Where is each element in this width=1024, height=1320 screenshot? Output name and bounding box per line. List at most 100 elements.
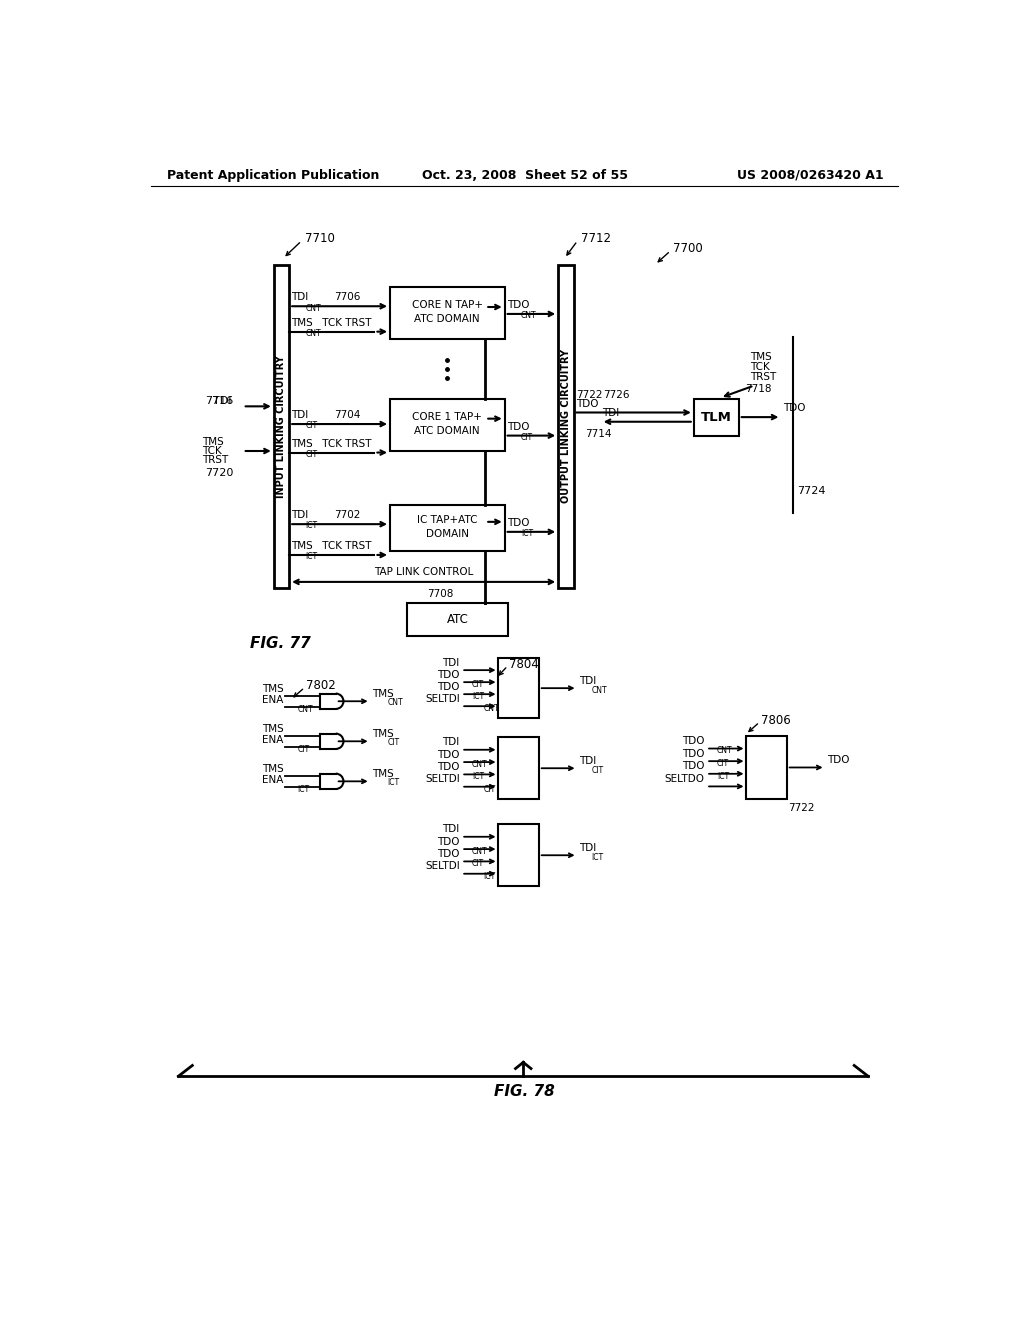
Text: TMS: TMS <box>262 725 284 734</box>
Text: CNT: CNT <box>472 760 487 768</box>
Text: TMS: TMS <box>751 352 772 362</box>
Bar <box>390 286 505 339</box>
Text: IC TAP+ATC: IC TAP+ATC <box>417 515 477 525</box>
Text: CIT: CIT <box>472 859 484 869</box>
Text: TMS: TMS <box>202 437 223 446</box>
Bar <box>499 659 539 718</box>
Text: FIG. 77: FIG. 77 <box>251 636 311 651</box>
Text: CIT: CIT <box>472 680 484 689</box>
Text: CIT: CIT <box>483 784 496 793</box>
Text: CNT: CNT <box>483 704 500 713</box>
Text: CNT: CNT <box>717 746 732 755</box>
Text: ICT: ICT <box>305 521 317 531</box>
Text: INPUT LINKING CIRCUITRY: INPUT LINKING CIRCUITRY <box>276 355 287 498</box>
Text: ENA: ENA <box>262 735 284 744</box>
Bar <box>407 603 508 636</box>
Text: 7806: 7806 <box>761 714 791 727</box>
Text: ICT: ICT <box>388 779 399 787</box>
Text: TDI: TDI <box>292 411 309 420</box>
Text: 7802: 7802 <box>306 680 336 693</box>
Text: TDI: TDI <box>442 738 460 747</box>
Text: TDI: TDI <box>292 511 309 520</box>
Text: CIT: CIT <box>592 766 603 775</box>
Text: 7714: 7714 <box>586 429 611 440</box>
Text: SELTDI: SELTDI <box>425 775 460 784</box>
Text: Patent Application Publication: Patent Application Publication <box>167 169 379 182</box>
Text: 7710: 7710 <box>305 232 335 246</box>
Text: TDI: TDI <box>579 756 596 766</box>
Text: ICT: ICT <box>521 529 534 537</box>
Text: CNT: CNT <box>592 686 607 694</box>
Text: CNT: CNT <box>472 847 487 855</box>
Text: TCK TRST: TCK TRST <box>318 541 371 552</box>
Text: SELTDI: SELTDI <box>425 862 460 871</box>
Text: ENA: ENA <box>262 775 284 785</box>
Text: CNT: CNT <box>305 304 322 313</box>
Bar <box>390 399 505 451</box>
Text: TDI: TDI <box>442 825 460 834</box>
Text: TRST: TRST <box>202 455 228 465</box>
Text: ICT: ICT <box>592 853 603 862</box>
Text: US 2008/0263420 A1: US 2008/0263420 A1 <box>737 169 884 182</box>
Text: ICT: ICT <box>717 772 729 780</box>
Text: ICT: ICT <box>305 552 317 561</box>
Text: ATC: ATC <box>446 612 468 626</box>
Text: ICT: ICT <box>483 871 496 880</box>
Text: 7722: 7722 <box>788 804 815 813</box>
Text: OUTPUT LINKING CIRCUITRY: OUTPUT LINKING CIRCUITRY <box>561 350 570 503</box>
Text: TDI: TDI <box>602 408 620 418</box>
Text: TDO: TDO <box>507 422 529 432</box>
Text: TMS: TMS <box>292 318 313 327</box>
Text: CNT: CNT <box>388 698 403 708</box>
Text: 7716: 7716 <box>206 396 233 407</box>
Text: 7712: 7712 <box>581 232 610 246</box>
Text: TMS: TMS <box>292 438 313 449</box>
Text: TDI: TDI <box>442 657 460 668</box>
Text: ATC DOMAIN: ATC DOMAIN <box>415 426 480 436</box>
Text: TDO: TDO <box>507 300 529 310</box>
Text: CIT: CIT <box>388 738 399 747</box>
Text: TDO: TDO <box>682 762 705 771</box>
Text: TMS: TMS <box>262 764 284 775</box>
Text: 7700: 7700 <box>673 242 702 255</box>
Text: TCK: TCK <box>202 446 221 455</box>
Text: TDO: TDO <box>682 737 705 746</box>
Bar <box>499 825 539 886</box>
Text: TDO: TDO <box>437 682 460 692</box>
Text: TDO: TDO <box>437 837 460 847</box>
Text: 7718: 7718 <box>744 384 771 395</box>
Text: TCK: TCK <box>751 362 770 372</box>
Bar <box>273 265 289 589</box>
Text: TDI: TDI <box>292 293 309 302</box>
Bar <box>693 399 738 436</box>
Text: CIT: CIT <box>521 433 534 442</box>
Text: TDO: TDO <box>437 762 460 772</box>
Text: TDO: TDO <box>507 517 529 528</box>
Text: TDO: TDO <box>437 849 460 859</box>
Text: CNT: CNT <box>298 705 313 714</box>
Text: TCK TRST: TCK TRST <box>318 318 371 327</box>
Text: 7726: 7726 <box>603 389 630 400</box>
Text: ICT: ICT <box>472 692 484 701</box>
Text: 7702: 7702 <box>334 511 360 520</box>
Text: TMS: TMS <box>292 541 313 552</box>
Text: CNT: CNT <box>521 312 537 319</box>
Text: TCK TRST: TCK TRST <box>318 438 371 449</box>
Bar <box>746 737 786 799</box>
Text: TLM: TLM <box>700 411 732 424</box>
Text: TDO: TDO <box>682 748 705 759</box>
Text: CIT: CIT <box>305 421 317 430</box>
Text: Oct. 23, 2008  Sheet 52 of 55: Oct. 23, 2008 Sheet 52 of 55 <box>422 169 628 182</box>
Text: CIT: CIT <box>717 759 729 768</box>
Text: SELTDI: SELTDI <box>425 694 460 704</box>
Text: SELTDO: SELTDO <box>665 774 705 784</box>
Text: TDO: TDO <box>437 750 460 760</box>
Text: ATC DOMAIN: ATC DOMAIN <box>415 314 480 325</box>
Bar <box>558 265 573 589</box>
Text: TMS: TMS <box>262 684 284 694</box>
Text: ICT: ICT <box>472 772 484 781</box>
Text: 7724: 7724 <box>797 486 825 496</box>
Text: CNT: CNT <box>305 329 322 338</box>
Text: 7720: 7720 <box>206 467 233 478</box>
Text: DOMAIN: DOMAIN <box>426 529 469 539</box>
